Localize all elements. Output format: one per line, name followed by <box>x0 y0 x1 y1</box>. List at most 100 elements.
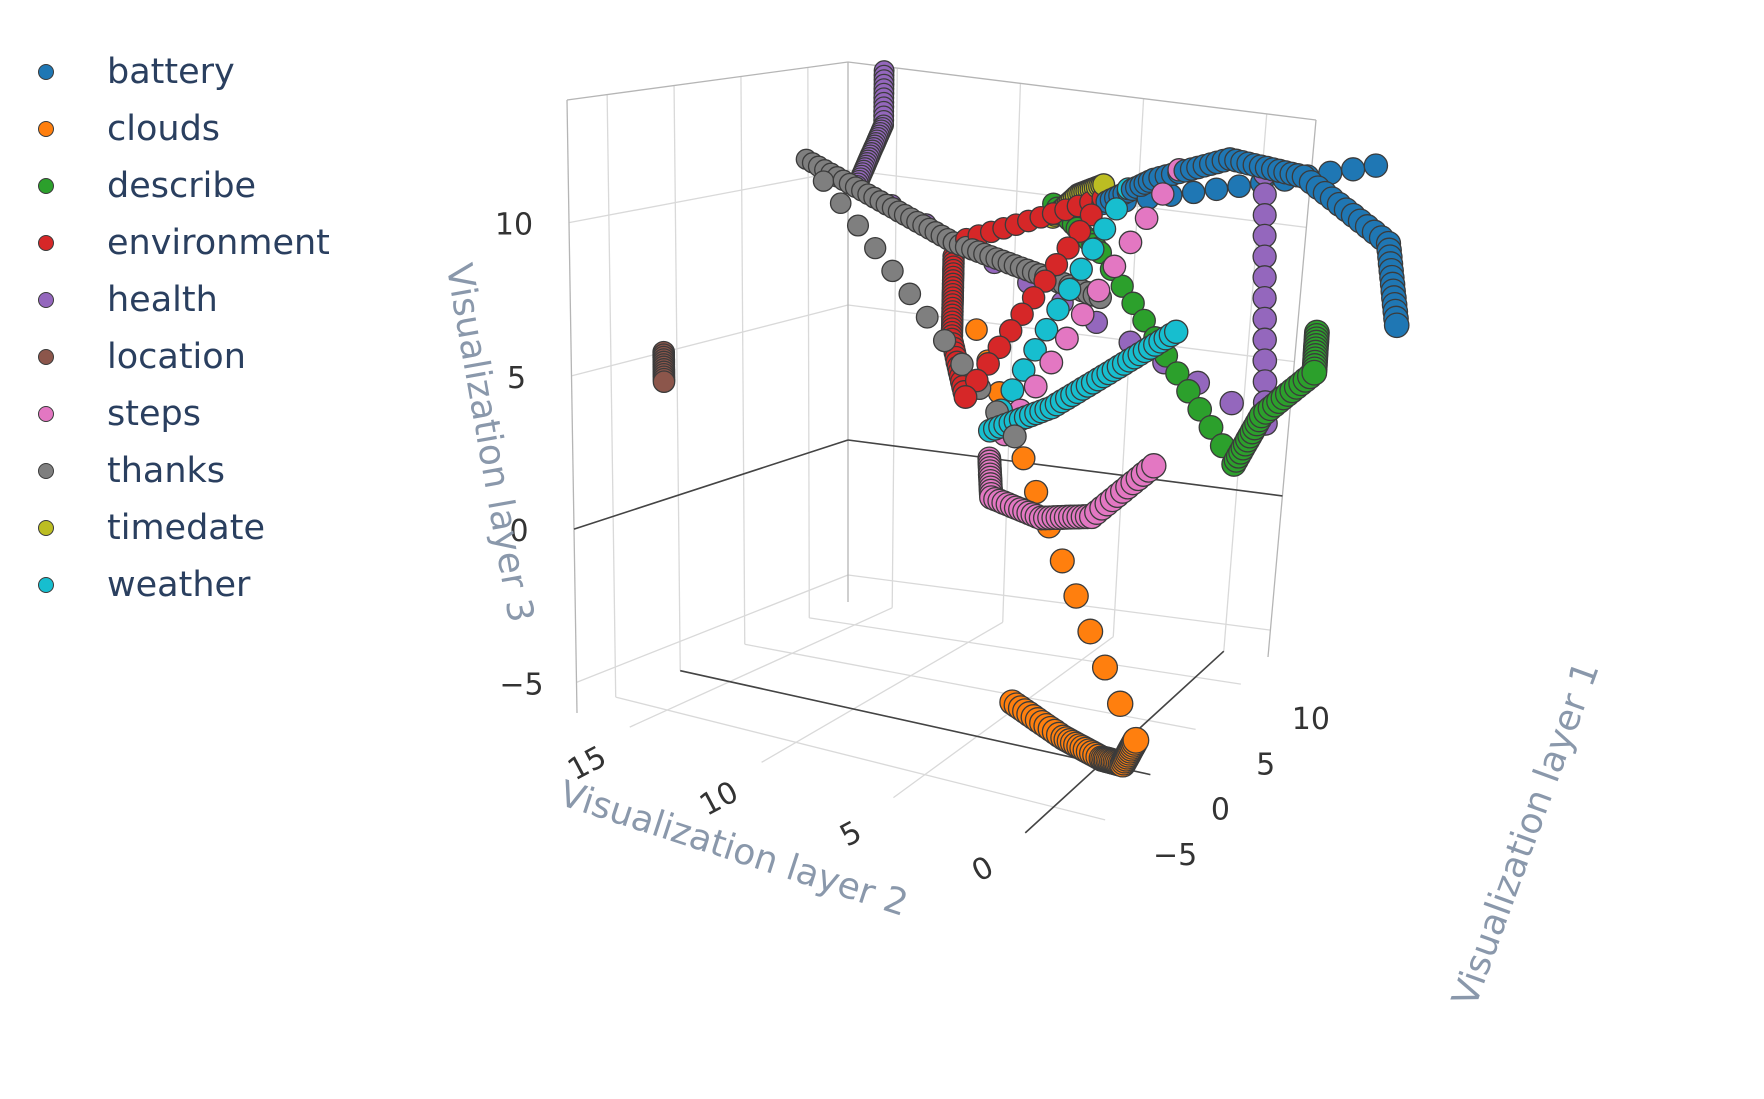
marker-environment <box>976 352 1000 376</box>
marker-battery <box>1383 312 1410 339</box>
legend-item-battery[interactable]: battery <box>30 48 350 105</box>
legend-label: environment <box>107 223 330 263</box>
marker-steps <box>1086 278 1111 303</box>
marker-thanks <box>881 259 904 283</box>
marker-weather <box>1011 358 1036 382</box>
marker-steps <box>1102 254 1127 279</box>
gridline-x <box>744 643 1196 731</box>
marker-clouds <box>1106 690 1134 718</box>
gridline-x <box>740 76 746 645</box>
marker-steps <box>1039 350 1064 375</box>
marker-describe <box>1187 396 1213 422</box>
legend-swatch <box>38 406 54 422</box>
legend-swatch <box>38 349 54 365</box>
marker-environment <box>964 368 989 393</box>
gridline-z <box>576 574 849 683</box>
legend-item-weather[interactable]: weather <box>30 561 350 618</box>
marker-health <box>1252 182 1277 207</box>
legend-label: describe <box>107 166 257 206</box>
legend-label: timedate <box>107 508 265 548</box>
legend-swatch <box>38 292 54 308</box>
gridline-x <box>673 85 681 671</box>
legend-swatch <box>38 463 54 479</box>
marker-describe <box>1132 308 1156 333</box>
box-edge <box>566 99 578 714</box>
marker-weather <box>1163 319 1189 345</box>
marker-health <box>1252 327 1277 353</box>
marker-health <box>1219 390 1244 416</box>
tick-label-z: 10 <box>495 208 533 243</box>
legend-label: thanks <box>107 451 226 491</box>
legend-label: weather <box>107 565 251 605</box>
marker-health <box>1252 348 1278 374</box>
box-edge <box>847 61 1317 121</box>
legend-item-health[interactable]: health <box>30 276 350 333</box>
marker-environment <box>1010 302 1034 326</box>
marker-weather <box>1023 337 1047 362</box>
legend-swatch <box>38 235 54 251</box>
marker-health <box>1252 244 1277 269</box>
marker-weather <box>1069 257 1093 282</box>
marker-describe <box>1301 359 1328 386</box>
marker-battery <box>1204 177 1229 202</box>
gridline-x <box>606 94 617 698</box>
gridline-x <box>809 617 1241 685</box>
legend-item-describe[interactable]: describe <box>30 162 350 219</box>
marker-clouds <box>1063 583 1089 609</box>
legend-label: location <box>107 337 246 377</box>
box-edge <box>566 61 849 101</box>
marker-describe <box>1121 291 1145 316</box>
marker-steps <box>1141 453 1167 479</box>
marker-steps <box>1070 302 1095 327</box>
gridline-y <box>761 621 1004 763</box>
legend-item-location[interactable]: location <box>30 333 350 390</box>
axis-title-x: Visualization layer 1 <box>1445 656 1608 1012</box>
legend-swatch <box>38 178 54 194</box>
legend-item-steps[interactable]: steps <box>30 390 350 447</box>
marker-environment <box>987 335 1012 360</box>
marker-environment <box>1033 269 1057 293</box>
tick-label-x: −5 <box>1153 838 1197 873</box>
legend-label: health <box>107 280 218 320</box>
marker-describe <box>1176 379 1201 404</box>
marker-clouds <box>1049 548 1075 574</box>
marker-environment <box>1079 203 1103 227</box>
marker-battery <box>1181 180 1206 205</box>
marker-weather <box>1092 217 1117 241</box>
marker-battery <box>1363 153 1389 178</box>
marker-clouds <box>1077 618 1104 645</box>
marker-environment <box>953 385 978 409</box>
gridline-z <box>847 574 1271 631</box>
marker-clouds <box>1091 654 1119 681</box>
legend-label: battery <box>107 52 235 92</box>
gridline-y <box>893 636 1114 799</box>
marker-weather <box>1000 378 1025 403</box>
marker-steps <box>1134 206 1159 231</box>
legend-item-environment[interactable]: environment <box>30 219 350 276</box>
legend-item-clouds[interactable]: clouds <box>30 105 350 162</box>
legend-item-timedate[interactable]: timedate <box>30 504 350 561</box>
marker-steps <box>1023 374 1048 399</box>
marker-weather <box>1081 237 1105 261</box>
gridline-z <box>571 304 849 377</box>
legend-item-thanks[interactable]: thanks <box>30 447 350 504</box>
legend-swatch <box>38 577 54 593</box>
marker-health <box>1252 223 1277 248</box>
marker-clouds <box>1122 726 1150 754</box>
marker-thanks <box>898 282 922 306</box>
marker-weather <box>1057 277 1082 302</box>
marker-environment <box>1056 236 1080 260</box>
zeroline-z <box>847 439 1283 497</box>
tick-label-y: 10 <box>694 775 744 824</box>
legend-label: clouds <box>107 109 221 149</box>
tick-label-z: 0 <box>509 514 528 549</box>
marker-environment <box>1021 285 1046 310</box>
marker-thanks <box>846 214 870 237</box>
marker-thanks <box>1002 424 1027 449</box>
axis-title-z: Visualization layer 3 <box>438 260 541 625</box>
marker-battery <box>1340 157 1366 182</box>
marker-health <box>1252 285 1277 311</box>
gridline-y <box>1002 83 1022 623</box>
